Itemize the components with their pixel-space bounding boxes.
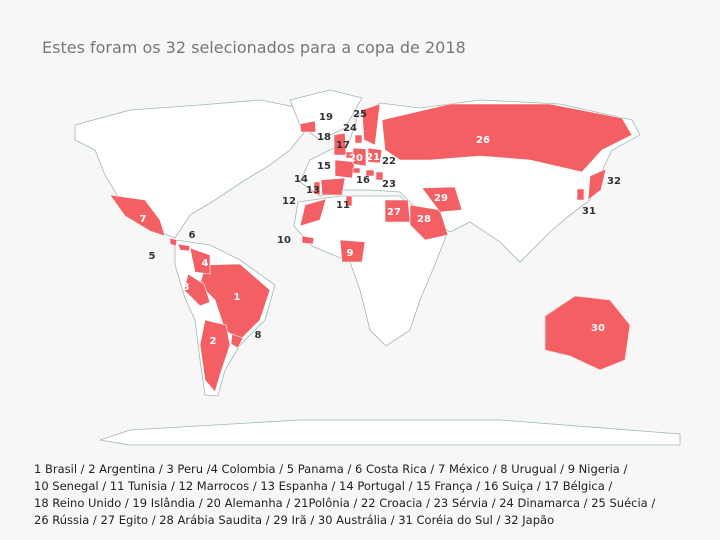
country-number: 30 [591, 323, 605, 334]
franca [334, 159, 356, 179]
uruguay [230, 333, 244, 349]
tunisia [345, 195, 353, 207]
country-number: 17 [336, 140, 350, 151]
coreia-do-sul [576, 188, 585, 201]
peru [183, 273, 211, 307]
country-number: 24 [343, 123, 357, 134]
country-number: 12 [282, 196, 296, 207]
country-number: 11 [336, 200, 350, 211]
costa-rica [169, 237, 178, 247]
country-number: 15 [317, 161, 331, 172]
legend: 1 Brasil / 2 Argentina / 3 Peru /4 Colom… [34, 461, 655, 529]
mexico [109, 194, 166, 237]
croacia [365, 169, 375, 177]
country-number: 18 [317, 132, 331, 143]
country-number: 7 [140, 214, 147, 225]
reino-unido [333, 132, 347, 156]
north-america [74, 99, 311, 239]
country-number: 22 [382, 156, 396, 167]
country-number: 2 [210, 336, 217, 347]
alemanha [352, 147, 367, 167]
title: Estes foram os 32 selecionados para a co… [42, 38, 466, 57]
suica [352, 167, 361, 174]
country-number: 14 [294, 174, 308, 185]
islandia [299, 120, 317, 133]
country-number: 26 [476, 135, 490, 146]
nigeria [339, 239, 366, 263]
country-number: 32 [607, 176, 621, 187]
country-number: 28 [417, 214, 431, 225]
japao [587, 168, 607, 201]
argentina [199, 319, 231, 393]
antarctica [99, 419, 681, 446]
country-number: 21 [366, 152, 380, 163]
senegal [301, 235, 315, 245]
legend-line: 18 Reino Unido / 19 Islândia / 20 Aleman… [34, 496, 656, 510]
legend-line: 10 Senegal / 11 Tunisia / 12 Marrocos / … [34, 479, 613, 493]
panama [177, 243, 191, 252]
legend-line: 26 Rússia / 27 Egito / 28 Arábia Saudita… [34, 513, 555, 527]
servia [375, 171, 384, 181]
country-number: 3 [183, 282, 190, 293]
country-number: 13 [306, 185, 320, 196]
marrocos [299, 198, 327, 227]
country-number: 31 [582, 206, 596, 217]
polonia [367, 147, 383, 164]
country-number: 25 [353, 109, 367, 120]
portugal [313, 181, 321, 196]
country-number: 19 [319, 112, 333, 123]
country-number: 16 [356, 175, 370, 186]
country-number: 23 [382, 179, 396, 190]
country-number: 4 [202, 258, 209, 269]
espanha [320, 177, 346, 196]
arabia-saudita [409, 204, 449, 241]
country-number: 5 [149, 251, 156, 262]
country-number: 10 [277, 235, 291, 246]
country-number: 27 [387, 207, 401, 218]
colombia [189, 247, 211, 275]
australia [544, 295, 631, 371]
legend-line: 1 Brasil / 2 Argentina / 3 Peru /4 Colom… [34, 462, 628, 476]
dinamarca [354, 134, 363, 144]
country-number: 9 [347, 248, 354, 259]
country-number: 6 [189, 230, 196, 241]
country-number: 8 [255, 330, 262, 341]
suecia [361, 103, 381, 146]
selected-countries [109, 103, 633, 393]
russia [381, 103, 633, 173]
country-number: 20 [349, 153, 363, 164]
ira [421, 186, 463, 213]
country-number: 1 [234, 292, 241, 303]
country-number: 29 [434, 193, 448, 204]
